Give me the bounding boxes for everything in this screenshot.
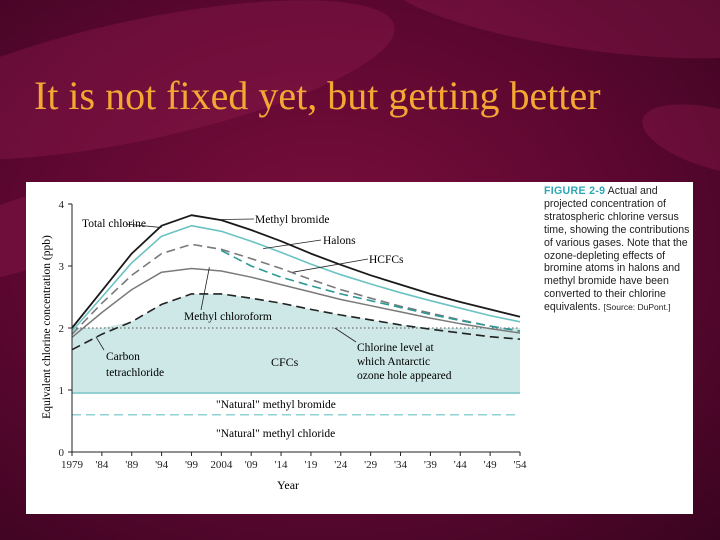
label-natural-methyl-bromide: "Natural" methyl bromide xyxy=(216,399,336,411)
annotation-leader-line xyxy=(125,223,162,228)
label-ozone-hole-level: Chlorine level at which Antarctic ozone … xyxy=(357,342,452,382)
annotation-leader-line xyxy=(334,327,357,343)
y-tick-label: 0 xyxy=(59,447,65,459)
label-methyl-chloroform: Methyl chloroform xyxy=(184,311,272,323)
x-tick-label: '44 xyxy=(454,459,467,471)
y-tick-label: 3 xyxy=(59,261,65,273)
annotation-leader-line xyxy=(221,218,255,220)
figure-caption-text: Actual and projected concentration of st… xyxy=(544,185,690,314)
series-line-methyl-chloroform xyxy=(220,249,521,332)
x-tick-label: '19 xyxy=(304,459,317,471)
x-tick-label: 2004 xyxy=(210,459,233,471)
label-hcfcs: HCFCs xyxy=(369,254,404,266)
y-axis-label: Equivalent chlorine concentration (ppb) xyxy=(41,235,53,419)
label-methyl-bromide: Methyl bromide xyxy=(255,214,329,226)
x-tick-label: 1979 xyxy=(61,459,84,471)
background-swoosh xyxy=(375,0,720,79)
x-tick-label: '54 xyxy=(514,459,527,471)
annotation-leader-line xyxy=(292,258,369,273)
annotation-leader-line xyxy=(263,239,322,250)
x-tick-label: '39 xyxy=(424,459,437,471)
label-carbon-tetrachloride: Carbon tetrachloride xyxy=(106,351,164,379)
x-axis-label: Year xyxy=(277,478,299,492)
x-tick-label: '49 xyxy=(484,459,497,471)
x-tick-label: '89 xyxy=(125,459,138,471)
x-tick-label: '99 xyxy=(185,459,198,471)
series-line-halons xyxy=(71,243,521,335)
label-cfcs: CFCs xyxy=(271,355,299,369)
series-line-methyl-bromide xyxy=(71,224,521,332)
label-halons: Halons xyxy=(323,235,356,247)
x-tick-label: '14 xyxy=(275,459,288,471)
x-tick-label: '24 xyxy=(334,459,347,471)
x-tick-label: '94 xyxy=(155,459,168,471)
series-line-total-chlorine xyxy=(71,214,521,329)
x-tick-label: '84 xyxy=(95,459,108,471)
slide-title: It is not fixed yet, but getting better xyxy=(34,73,601,118)
cfc-area xyxy=(72,293,520,394)
background-swoosh xyxy=(634,90,720,190)
chart: 0 1 2 3 4 1979 '84 '89 '94 '99 2004 '09 '14 '19 '24 '29… xyxy=(41,199,527,492)
y-tick-label: 2 xyxy=(59,323,65,335)
figure-source: [Source: DuPont.] xyxy=(603,302,671,313)
annotation-leader-line xyxy=(200,267,210,311)
x-tick-label: '09 xyxy=(245,459,258,471)
x-tick-label: '34 xyxy=(394,459,407,471)
annotation-leader-line xyxy=(95,336,105,351)
series-line-hcfcs xyxy=(71,267,521,338)
y-tick-label: 4 xyxy=(59,199,65,211)
y-tick-label: 1 xyxy=(59,385,65,397)
label-natural-methyl-chloride: "Natural" methyl chloride xyxy=(216,428,335,440)
figure-panel: 0 1 2 3 4 1979 '84 '89 '94 '99 2004 '09 '14 '19 '24 '29… xyxy=(26,182,693,514)
x-tick-label: '29 xyxy=(364,459,377,471)
figure-caption: FIGURE 2-9 Actual and projected concentr… xyxy=(544,185,692,314)
figure-label: FIGURE 2-9 xyxy=(544,185,606,197)
label-total-chlorine: Total chlorine xyxy=(82,218,146,230)
